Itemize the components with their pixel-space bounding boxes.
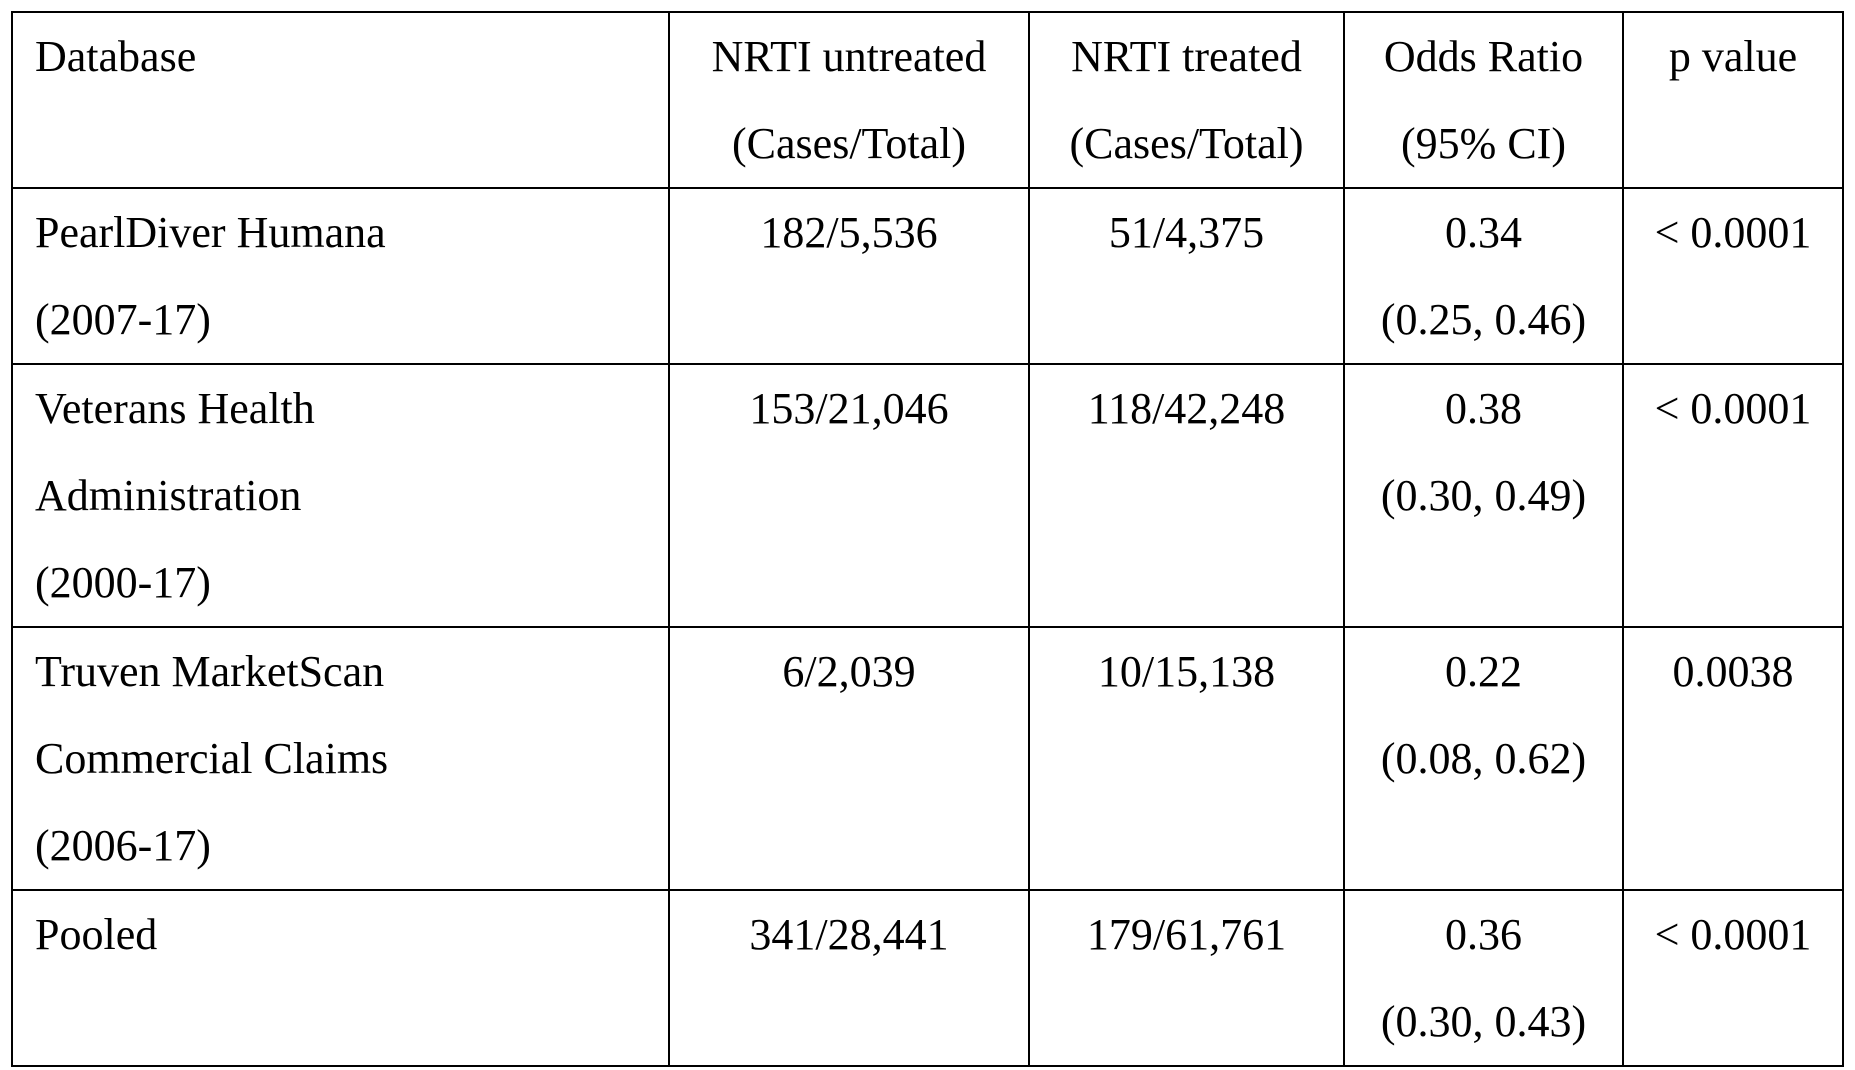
p-value-cell: < 0.0001 (1622, 889, 1844, 1067)
header-odds-ratio-line2: (95% CI) (1401, 119, 1566, 168)
database-line: PearlDiver Humana (35, 208, 386, 257)
odds-ratio-cell: 0.38 (0.30, 0.49) (1343, 363, 1624, 628)
odds-ratio-value: 0.36 (1445, 910, 1522, 959)
p-value: 0.0038 (1672, 647, 1794, 696)
database-line: (2007-17) (35, 295, 211, 344)
header-untreated-line2: (Cases/Total) (732, 119, 966, 168)
untreated-cell: 153/21,046 (668, 363, 1030, 628)
p-value: < 0.0001 (1654, 208, 1812, 257)
database-line: Truven MarketScan (35, 647, 385, 696)
database-line: Administration (35, 471, 302, 520)
database-cell: Pooled (11, 889, 670, 1067)
database-line: Pooled (35, 910, 158, 959)
odds-ratio-cell: 0.36 (0.30, 0.43) (1343, 889, 1624, 1067)
database-line: (2006-17) (35, 821, 211, 870)
treated-cell: 118/42,248 (1028, 363, 1345, 628)
odds-ratio-table: Database NRTI untreated (Cases/Total) NR… (11, 11, 1844, 1067)
header-untreated-line1: NRTI untreated (711, 32, 987, 81)
treated-value: 179/61,761 (1086, 910, 1287, 959)
untreated-value: 341/28,441 (749, 910, 949, 959)
table-row: PearlDiver Humana (2007-17) 182/5,536 51… (11, 187, 1844, 365)
confidence-interval: (0.30, 0.49) (1380, 471, 1587, 520)
header-odds-ratio-line1: Odds Ratio (1383, 32, 1584, 81)
p-value: < 0.0001 (1654, 384, 1812, 433)
header-treated: NRTI treated (Cases/Total) (1028, 11, 1345, 189)
treated-value: 51/4,375 (1108, 208, 1265, 257)
untreated-value: 182/5,536 (760, 208, 938, 257)
database-line: Veterans Health (35, 384, 315, 433)
header-p-value-label: p value (1668, 32, 1798, 81)
confidence-interval: (0.25, 0.46) (1380, 295, 1587, 344)
database-line: (2000-17) (35, 558, 211, 607)
treated-cell: 10/15,138 (1028, 626, 1345, 891)
treated-cell: 51/4,375 (1028, 187, 1345, 365)
header-p-value: p value (1622, 11, 1844, 189)
p-value-cell: < 0.0001 (1622, 363, 1844, 628)
treated-cell: 179/61,761 (1028, 889, 1345, 1067)
header-untreated: NRTI untreated (Cases/Total) (668, 11, 1030, 189)
header-database-label: Database (35, 32, 197, 81)
table-row: Pooled 341/28,441 179/61,761 0.36 (0.30,… (11, 889, 1844, 1067)
odds-ratio-value: 0.38 (1445, 384, 1522, 433)
table-row: Veterans Health Administration (2000-17)… (11, 363, 1844, 628)
untreated-value: 153/21,046 (749, 384, 949, 433)
database-cell: PearlDiver Humana (2007-17) (11, 187, 670, 365)
header-row: Database NRTI untreated (Cases/Total) NR… (11, 11, 1844, 189)
odds-ratio-cell: 0.34 (0.25, 0.46) (1343, 187, 1624, 365)
confidence-interval: (0.30, 0.43) (1380, 997, 1587, 1046)
header-database: Database (11, 11, 670, 189)
database-cell: Veterans Health Administration (2000-17) (11, 363, 670, 628)
header-treated-line1: NRTI treated (1071, 32, 1302, 81)
odds-ratio-cell: 0.22 (0.08, 0.62) (1343, 626, 1624, 891)
p-value: < 0.0001 (1654, 910, 1812, 959)
treated-value: 118/42,248 (1087, 384, 1286, 433)
header-treated-line2: (Cases/Total) (1069, 119, 1304, 168)
p-value-cell: 0.0038 (1622, 626, 1844, 891)
p-value-cell: < 0.0001 (1622, 187, 1844, 365)
header-odds-ratio: Odds Ratio (95% CI) (1343, 11, 1624, 189)
treated-value: 10/15,138 (1097, 647, 1276, 696)
odds-ratio-value: 0.34 (1445, 208, 1522, 257)
untreated-value: 6/2,039 (782, 647, 916, 696)
database-cell: Truven MarketScan Commercial Claims (200… (11, 626, 670, 891)
untreated-cell: 6/2,039 (668, 626, 1030, 891)
odds-ratio-value: 0.22 (1445, 647, 1522, 696)
database-line: Commercial Claims (35, 734, 389, 783)
untreated-cell: 341/28,441 (668, 889, 1030, 1067)
confidence-interval: (0.08, 0.62) (1380, 734, 1587, 783)
untreated-cell: 182/5,536 (668, 187, 1030, 365)
table-row: Truven MarketScan Commercial Claims (200… (11, 626, 1844, 891)
